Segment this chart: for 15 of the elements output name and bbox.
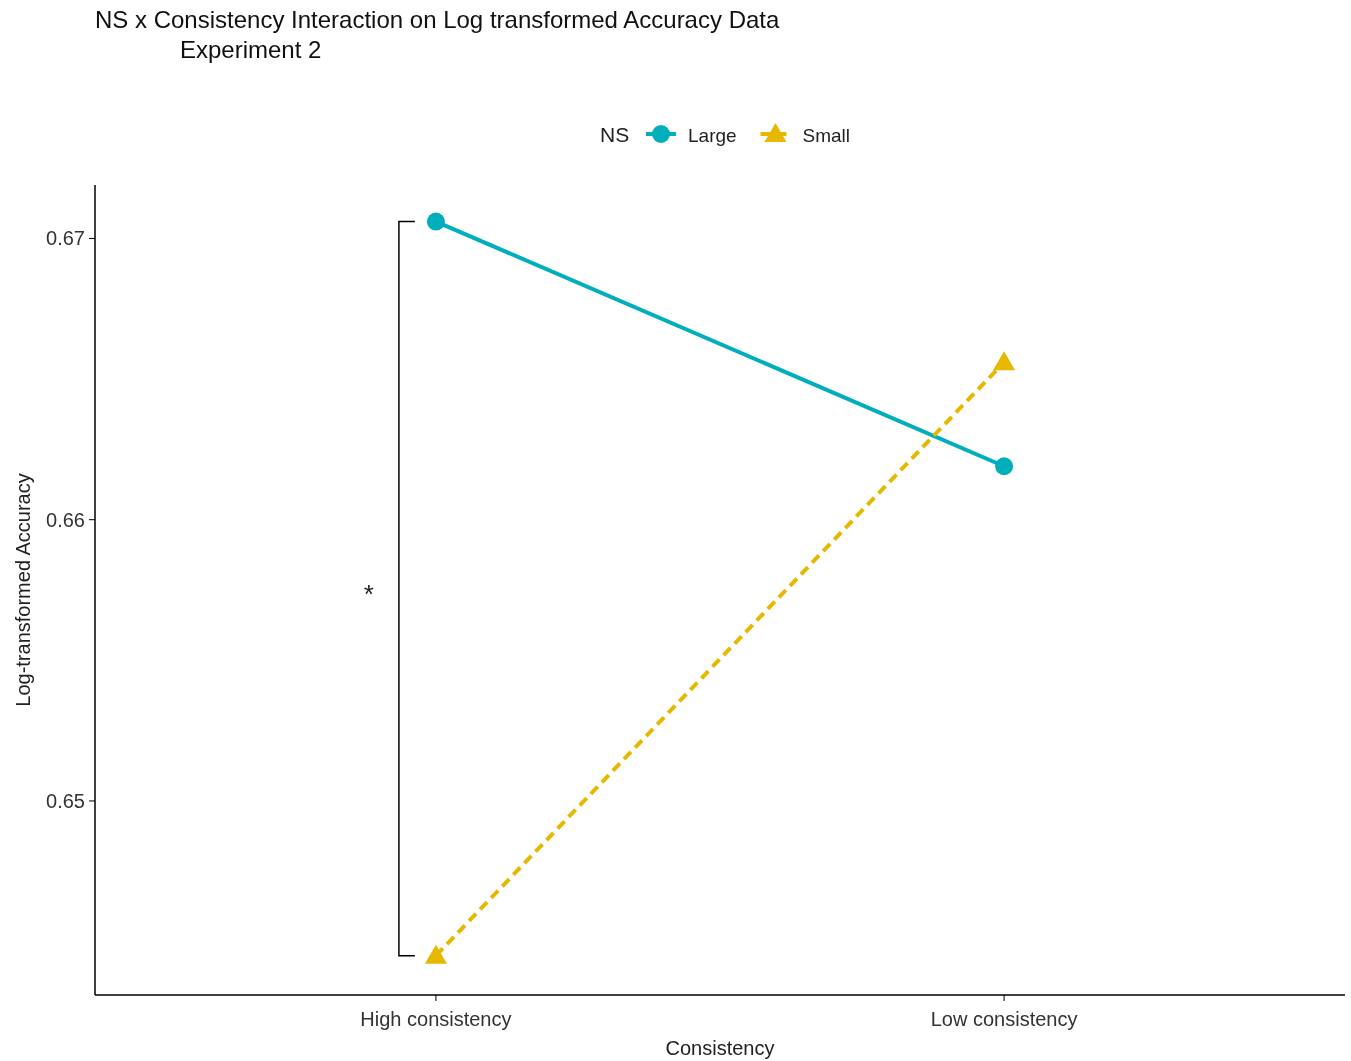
y-tick-label: 0.66 (46, 508, 85, 531)
x-axis-title: Consistency (665, 1037, 775, 1059)
y-tick-label: 0.67 (46, 227, 85, 250)
chart-subtitle: Experiment 2 (180, 36, 322, 63)
point (426, 212, 445, 231)
point (995, 457, 1014, 476)
y-axis-title: Log-transformed Accuracy (12, 473, 34, 707)
annotation: * (363, 578, 374, 609)
legend-label: Large (688, 125, 737, 146)
y-tick-label: 0.65 (46, 789, 85, 812)
legend-label: Small (802, 125, 851, 146)
chart-title: NS x Consistency Interaction on Log transformed Accuracy Data (95, 6, 780, 33)
x-tick-label: High consistency (360, 1008, 512, 1030)
x-tick-label: Low consistency (930, 1008, 1078, 1030)
legend-title: NS (600, 123, 630, 146)
